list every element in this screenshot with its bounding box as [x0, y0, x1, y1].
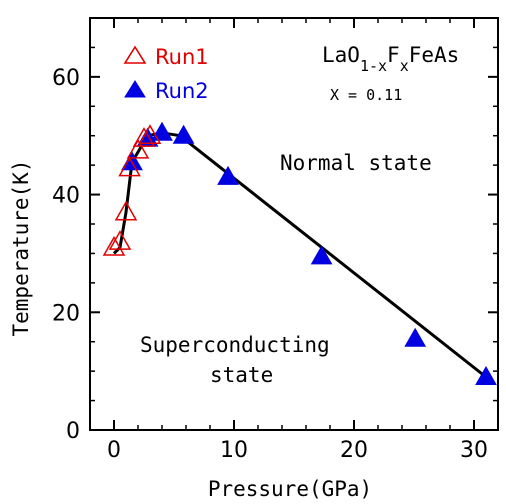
lines-layer [112, 131, 487, 379]
run1-point [102, 236, 126, 256]
y-tick-label: 0 [66, 419, 80, 444]
x-tick-label: 0 [107, 438, 121, 463]
legend-run2-marker [124, 80, 146, 98]
legend-run1-label: Run1 [155, 45, 209, 69]
state-label: state [210, 363, 273, 387]
y-tick-label: 60 [52, 66, 80, 91]
phase-boundary-line [112, 131, 487, 379]
x-tick-label: 10 [220, 438, 248, 463]
superconducting-label: Superconducting [140, 333, 330, 357]
run1-point [108, 230, 132, 250]
x-tick-label: 20 [340, 438, 368, 463]
legend: Run1 Run2 [123, 45, 209, 103]
run1-point [118, 156, 141, 177]
compound-sub1: 1-x [360, 57, 387, 75]
y-tick-label: 20 [52, 301, 80, 326]
run2-point [217, 165, 239, 185]
compound-base1: LaO [322, 43, 360, 67]
run1-point [138, 124, 162, 144]
compound-base3: FeAs [409, 43, 460, 67]
run2-point [310, 245, 333, 265]
run2-point [151, 121, 173, 141]
run2-point [404, 327, 427, 347]
x-tick-label: 30 [460, 438, 488, 463]
y-tick-label: 40 [52, 184, 80, 209]
compound-sub2: x [400, 57, 409, 75]
compound-formula: LaO1-xFxFeAs [322, 43, 459, 75]
normal-state-label: Normal state [280, 151, 432, 175]
run2-point [172, 124, 195, 144]
x-axis-title: Pressure(GPa) [208, 477, 372, 501]
run2-point [475, 366, 497, 386]
markers-layer [102, 121, 497, 386]
legend-run2-label: Run2 [155, 79, 209, 103]
compound-base2: F [387, 43, 400, 67]
run1-point [114, 200, 138, 221]
run1-point [126, 138, 150, 159]
axes-layer: 0 10 20 30 0 20 40 60 [52, 17, 499, 463]
doping-label: X = 0.11 [330, 86, 402, 104]
y-axis-title: Temperature(K) [9, 159, 33, 336]
legend-run1-marker [123, 45, 147, 64]
run1-point [132, 127, 156, 147]
